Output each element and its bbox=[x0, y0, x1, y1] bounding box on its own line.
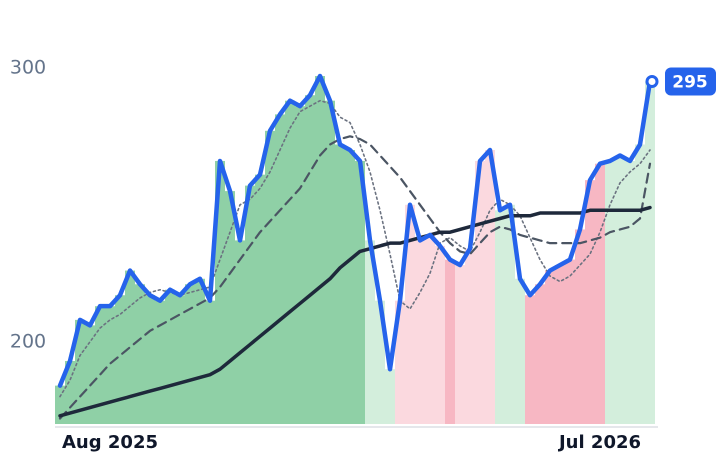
shade-bar bbox=[525, 295, 535, 424]
shade-bar bbox=[595, 163, 605, 424]
shade-bar bbox=[375, 300, 385, 424]
shade-bar bbox=[505, 204, 515, 424]
line-series bbox=[58, 135, 652, 420]
shade-bar bbox=[535, 284, 545, 424]
shade-bar bbox=[545, 270, 555, 424]
shade-bar bbox=[85, 325, 95, 424]
line-series bbox=[58, 205, 652, 418]
shade-bar bbox=[415, 240, 425, 424]
shade-bar bbox=[385, 369, 395, 424]
shade-bar bbox=[635, 144, 645, 424]
shade-bar bbox=[95, 306, 105, 424]
shade-bar bbox=[135, 284, 145, 424]
x-tick-label: Jul 2026 bbox=[557, 432, 641, 453]
shade-bar bbox=[255, 174, 265, 424]
line-series bbox=[59, 99, 651, 398]
shade-bar bbox=[235, 240, 245, 424]
shade-bar bbox=[295, 106, 305, 424]
shade-bar bbox=[465, 248, 475, 424]
shade-bar bbox=[115, 295, 125, 424]
shade-bar bbox=[405, 204, 415, 424]
shade-bar bbox=[285, 100, 295, 425]
shade-bar bbox=[155, 300, 165, 424]
shade-bar bbox=[495, 210, 505, 424]
shade-bar bbox=[455, 265, 465, 424]
shade-bar bbox=[215, 160, 225, 424]
shade-bar bbox=[555, 265, 565, 424]
line-series bbox=[57, 73, 653, 388]
shade-bar bbox=[645, 81, 655, 424]
shade-bar bbox=[355, 160, 365, 424]
shade-bar bbox=[315, 76, 325, 425]
shade-bar bbox=[585, 180, 595, 424]
shade-bar bbox=[485, 150, 495, 424]
value-badge bbox=[665, 67, 716, 96]
shade-bar bbox=[515, 278, 525, 424]
shade-bar bbox=[335, 144, 345, 424]
shade-bar bbox=[275, 114, 285, 424]
shade-bar bbox=[195, 278, 205, 424]
shade-bar bbox=[205, 300, 215, 424]
shade-bar bbox=[105, 306, 115, 424]
value-badge-label: 295 bbox=[672, 73, 708, 93]
shade-bar bbox=[225, 191, 235, 424]
x-tick-label: Aug 2025 bbox=[62, 432, 158, 453]
shade-bar bbox=[445, 259, 455, 424]
shade-bar bbox=[365, 240, 375, 424]
shade-bar bbox=[605, 160, 615, 424]
shade-bar bbox=[55, 385, 65, 424]
shade-bar bbox=[145, 295, 155, 424]
shade-bar bbox=[615, 155, 625, 425]
y-tick-label: 200 bbox=[10, 330, 46, 352]
shade-bar bbox=[425, 234, 435, 424]
shade-bar bbox=[65, 360, 75, 424]
y-tick-label: 300 bbox=[10, 56, 46, 78]
shade-bar bbox=[475, 160, 485, 424]
last-point bbox=[645, 75, 659, 88]
shade-bar bbox=[565, 259, 575, 424]
shade-bar bbox=[265, 130, 275, 424]
shade-bar bbox=[435, 245, 445, 424]
shade-bar bbox=[575, 229, 585, 424]
shade-bar bbox=[175, 295, 185, 424]
shade-bar bbox=[75, 319, 85, 424]
shade-bar bbox=[245, 185, 255, 424]
shade-bar bbox=[165, 289, 175, 424]
shade-bar bbox=[305, 95, 315, 424]
shade-bar bbox=[395, 300, 405, 424]
shade-bar bbox=[345, 150, 355, 424]
shade-bar bbox=[185, 284, 195, 424]
shade-bar bbox=[325, 100, 335, 425]
shade-bar bbox=[625, 160, 635, 424]
